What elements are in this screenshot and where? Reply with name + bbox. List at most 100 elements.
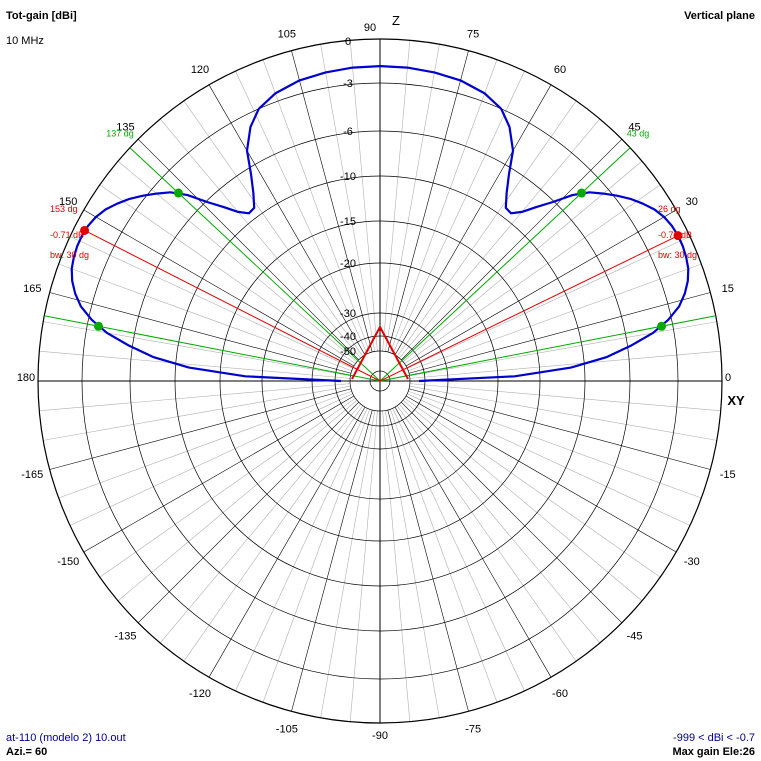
angle-tick-label: 15 — [722, 283, 734, 295]
angle-tick-label: -105 — [276, 724, 298, 736]
major-spoke — [387, 50, 469, 353]
major-spoke — [401, 402, 623, 624]
minor-spoke — [349, 410, 378, 722]
minor-spoke — [117, 160, 358, 362]
gain-ring — [219, 220, 541, 542]
minor-spoke — [399, 118, 601, 359]
antenna-shape — [351, 324, 409, 380]
gain-tick-label: 0 — [345, 36, 351, 48]
max-gain-db-label: -0.71 dB — [50, 230, 84, 240]
max-gain-point — [673, 231, 683, 241]
max-gain-db-label: -0.71 dB — [658, 230, 692, 240]
gain-ring — [261, 262, 499, 500]
major-spoke — [405, 395, 677, 553]
minor-spoke — [384, 410, 440, 718]
major-spoke — [408, 292, 711, 374]
max-gain-angle-label: 26 dg — [658, 204, 681, 214]
gain-ring — [129, 130, 631, 632]
beamwidth-point — [577, 188, 587, 198]
minor-spoke — [392, 408, 525, 692]
minor-spoke — [389, 59, 498, 353]
major-spoke — [49, 388, 352, 470]
minor-grid — [39, 40, 721, 722]
angle-tick-label: -150 — [57, 556, 79, 568]
marker-lines — [44, 147, 716, 382]
beamwidth-point — [173, 188, 183, 198]
markers: 43 dg 137 dg 26 dg -0.71 dB bw: 30 dg 153 dg -… — [50, 128, 697, 331]
angle-tick-label: 180 — [17, 372, 35, 384]
max-gain-point — [80, 225, 90, 235]
minor-spoke — [69, 236, 353, 369]
angle-tick-label: -120 — [189, 688, 211, 700]
angle-tick-label: -60 — [552, 688, 568, 700]
major-spoke — [408, 388, 711, 470]
beamwidth-line — [379, 147, 631, 382]
minor-spoke — [399, 403, 601, 644]
beamwidth-angle-label: 137 dg — [106, 128, 134, 138]
gain-tick-label: -6 — [343, 126, 353, 138]
minor-spoke — [392, 70, 525, 354]
major-spoke — [401, 138, 623, 360]
max-gain-line — [379, 235, 679, 382]
minor-spoke — [349, 40, 378, 352]
angle-tick-label: 150 — [59, 196, 77, 208]
minor-spoke — [384, 44, 440, 352]
beamwidth-angle-label: 43 dg — [627, 128, 650, 138]
minor-spoke — [404, 397, 661, 578]
minor-spoke — [58, 263, 352, 372]
max-gain-bw-label: bw: 30 dg — [658, 250, 697, 260]
max-gain-bw-label: bw: 30 dg — [50, 250, 89, 260]
minor-spoke — [183, 100, 364, 357]
minor-spoke — [58, 390, 352, 499]
gain-ring — [37, 38, 723, 724]
major-spoke — [387, 409, 469, 712]
major-spoke — [394, 84, 552, 356]
beamwidth-point — [93, 321, 103, 331]
minor-spoke — [402, 160, 643, 362]
angle-tick-label: 45 — [628, 121, 640, 133]
minor-spoke — [235, 70, 368, 354]
gain-tick-label: -10 — [340, 171, 356, 183]
minor-spoke — [43, 385, 351, 441]
angle-tick-label: 0 — [725, 372, 731, 384]
major-spoke — [137, 402, 359, 624]
angle-tick-label: 120 — [191, 64, 209, 76]
gain-ring — [81, 82, 679, 680]
angle-tick-label: -90 — [372, 730, 388, 742]
minor-spoke — [320, 44, 376, 352]
minor-spoke — [262, 409, 371, 703]
plane-label: Vertical plane — [684, 10, 755, 22]
max-gain-label: Max gain Ele:26 — [672, 746, 755, 758]
minor-spoke — [402, 400, 643, 602]
major-spoke — [49, 292, 352, 374]
gain-label: Tot-gain [dBi] — [6, 10, 77, 22]
gain-tick-label: -20 — [340, 258, 356, 270]
minor-spoke — [408, 263, 702, 372]
major-spoke — [405, 209, 677, 367]
angle-tick-label: -15 — [720, 469, 736, 481]
angle-tick-label: 60 — [554, 64, 566, 76]
gain-ring — [174, 175, 586, 587]
angle-tick-label: -75 — [465, 724, 481, 736]
angle-tick-label: 135 — [116, 121, 134, 133]
angle-tick-label: -135 — [114, 631, 136, 643]
major-spoke — [394, 406, 552, 678]
major-spoke — [208, 84, 366, 356]
angle-tick-label: 105 — [278, 28, 296, 40]
minor-spoke — [183, 405, 364, 662]
minor-spoke — [409, 350, 721, 379]
gain-tick-label: -3 — [343, 78, 353, 90]
azimuth-label: Azi.= 60 — [6, 746, 48, 758]
file-label: at-110 (modelo 2) 10.out — [6, 732, 126, 744]
angle-tick-label: -165 — [21, 469, 43, 481]
major-spoke — [291, 50, 373, 353]
gain-ring — [311, 312, 449, 450]
minor-spoke — [396, 405, 577, 662]
minor-spoke — [409, 321, 717, 377]
tick-labels: 9075604530150-15-30-45-60-75-90-105-120-… — [17, 13, 745, 742]
minor-spoke — [117, 400, 358, 602]
range-label: -999 < dBi < -0.7 — [673, 732, 755, 744]
minor-spoke — [262, 59, 371, 353]
angle-tick-label: 165 — [23, 283, 41, 295]
